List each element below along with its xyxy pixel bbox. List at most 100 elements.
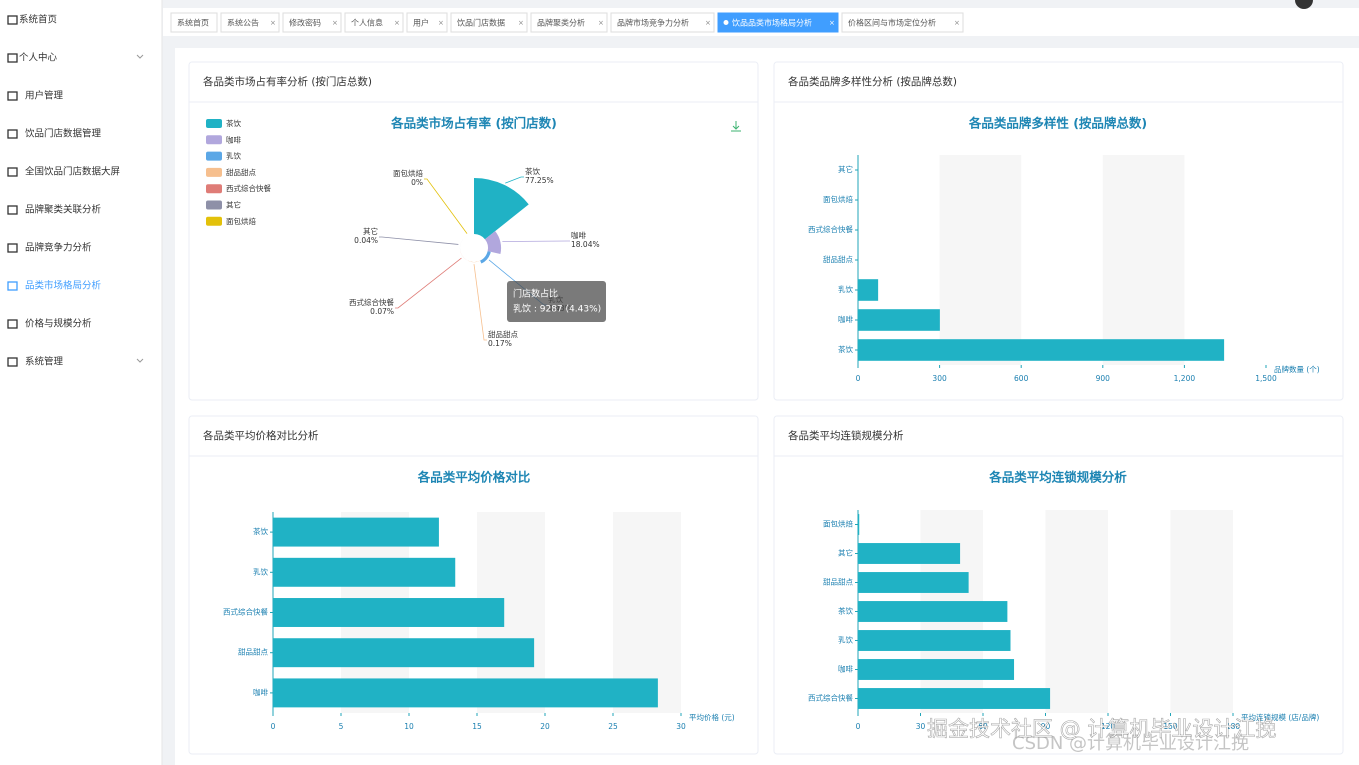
legend-label[interactable]: 甜品甜点	[226, 167, 256, 177]
x-tick-label: 150	[1163, 722, 1178, 731]
tab-close[interactable]: ×	[394, 19, 400, 27]
y-tick-label: 甜品甜点	[823, 254, 853, 264]
bar[interactable]	[273, 638, 535, 668]
tab[interactable]	[717, 12, 839, 33]
tab-close[interactable]: ×	[598, 19, 604, 27]
x-tick-label: 10	[404, 722, 414, 731]
y-tick-label: 茶饮	[253, 526, 268, 536]
bar[interactable]	[273, 517, 439, 547]
legend-label[interactable]: 咖啡	[226, 134, 241, 144]
tab[interactable]	[450, 12, 528, 33]
bar[interactable]	[858, 543, 961, 564]
tab-label[interactable]: 用户	[413, 18, 429, 28]
x-tick-label: 900	[1096, 374, 1111, 383]
tab-label[interactable]: 个人信息	[351, 18, 383, 28]
x-tick-label: 180	[1226, 722, 1241, 731]
split-area	[1045, 510, 1108, 713]
bar[interactable]	[273, 557, 456, 587]
slice-label: 茶饮	[525, 166, 540, 176]
tab[interactable]	[841, 12, 964, 33]
menu-item[interactable]: 价格与规模分析	[25, 318, 92, 330]
tab[interactable]	[406, 12, 448, 33]
menu-icon	[7, 319, 18, 329]
x-tick-label: 0	[856, 374, 861, 383]
sidebar	[0, 0, 162, 765]
card-title: 各品类平均价格对比分析	[203, 429, 319, 442]
bar[interactable]	[858, 279, 879, 301]
tab-close[interactable]: ×	[270, 19, 276, 27]
leader-line	[502, 240, 570, 242]
legend-label[interactable]: 西式综合快餐	[226, 183, 271, 193]
x-tick-label: 90	[1041, 722, 1051, 731]
split-area	[939, 155, 1022, 365]
tab-label[interactable]: 修改密码	[289, 18, 321, 28]
bar[interactable]	[273, 678, 658, 708]
tab[interactable]	[170, 12, 218, 33]
tab-close[interactable]: ×	[332, 19, 338, 27]
menu-item[interactable]: 系统管理	[25, 356, 64, 368]
legend-label[interactable]: 乳饮	[226, 151, 241, 161]
menu-item[interactable]: 饮品门店数据管理	[25, 128, 102, 140]
leader-line	[424, 178, 468, 234]
slice-value: 0.07%	[370, 307, 394, 316]
menu-item[interactable]: 全国饮品门店数据大屏	[25, 166, 120, 178]
x-axis-label: 平均连锁规模 (店/品牌)	[1241, 712, 1319, 722]
y-tick-label: 面包烘焙	[823, 519, 853, 529]
bar[interactable]	[858, 309, 940, 331]
y-tick-label: 咖啡	[253, 687, 268, 697]
tab-close[interactable]: ×	[518, 19, 524, 27]
menu-item[interactable]: 用户管理	[25, 90, 64, 102]
download-icon[interactable]	[731, 121, 741, 132]
tab-label[interactable]: 品牌市场竞争力分析	[617, 18, 689, 28]
tab-close[interactable]: ×	[438, 19, 444, 27]
x-tick-label: 15	[472, 722, 482, 731]
y-tick-label: 咖啡	[838, 314, 853, 324]
tab[interactable]	[610, 12, 715, 33]
bar[interactable]	[858, 572, 969, 593]
bar[interactable]	[858, 514, 860, 535]
tab-close[interactable]: ×	[954, 19, 960, 27]
tab-label[interactable]: 品牌聚类分析	[537, 18, 585, 28]
tab[interactable]	[530, 12, 608, 33]
bar[interactable]	[858, 688, 1051, 709]
watermark-sub: CSDN @计算机毕业设计江挽	[1012, 733, 1249, 754]
y-tick-label: 乳饮	[838, 284, 853, 294]
menu-item[interactable]: 品牌聚类关联分析	[25, 204, 102, 216]
tab-close[interactable]: ×	[829, 19, 835, 27]
menu-item[interactable]: 系统首页	[19, 14, 57, 26]
legend-swatch	[206, 200, 222, 210]
slice-label: 甜品甜点	[488, 329, 518, 339]
y-tick-label: 甜品甜点	[238, 647, 268, 657]
card-title: 各品类市场占有率分析 (按门店总数)	[203, 75, 372, 88]
tab-label[interactable]: 系统公告	[227, 18, 259, 28]
x-tick-label: 300	[932, 374, 947, 383]
x-tick-label: 60	[978, 722, 988, 731]
bar[interactable]	[858, 630, 1011, 651]
tab[interactable]	[282, 12, 342, 33]
y-tick-label: 其它	[838, 164, 853, 174]
bar[interactable]	[858, 339, 1225, 361]
tab[interactable]	[220, 12, 280, 33]
bar[interactable]	[858, 659, 1015, 680]
leader-line	[395, 257, 462, 309]
menu-icon	[7, 243, 18, 253]
tab-close[interactable]: ×	[705, 19, 711, 27]
tab-label[interactable]: 系统首页	[177, 18, 209, 28]
bar[interactable]	[273, 598, 505, 627]
tab-label[interactable]: 饮品门店数据	[457, 18, 505, 28]
legend-label[interactable]: 面包烘焙	[226, 216, 256, 226]
x-tick-label: 30	[916, 722, 926, 731]
menu-item[interactable]: 品类市场格局分析	[25, 280, 102, 292]
leader-line	[379, 236, 459, 245]
bar[interactable]	[858, 601, 1008, 622]
tab[interactable]	[344, 12, 404, 33]
legend-label[interactable]: 其它	[226, 200, 241, 210]
card-title: 各品类品牌多样性分析 (按品牌总数)	[788, 75, 957, 88]
split-area	[1170, 510, 1233, 713]
tab-label[interactable]: 价格区间与市场定位分析	[848, 18, 936, 28]
menu-item[interactable]: 品牌竞争力分析	[25, 242, 92, 254]
menu-item[interactable]: 个人中心	[19, 52, 58, 64]
legend-label[interactable]: 茶饮	[226, 118, 241, 128]
split-area	[1102, 155, 1185, 365]
tab-label[interactable]: 饮品品类市场格局分析	[732, 18, 812, 28]
